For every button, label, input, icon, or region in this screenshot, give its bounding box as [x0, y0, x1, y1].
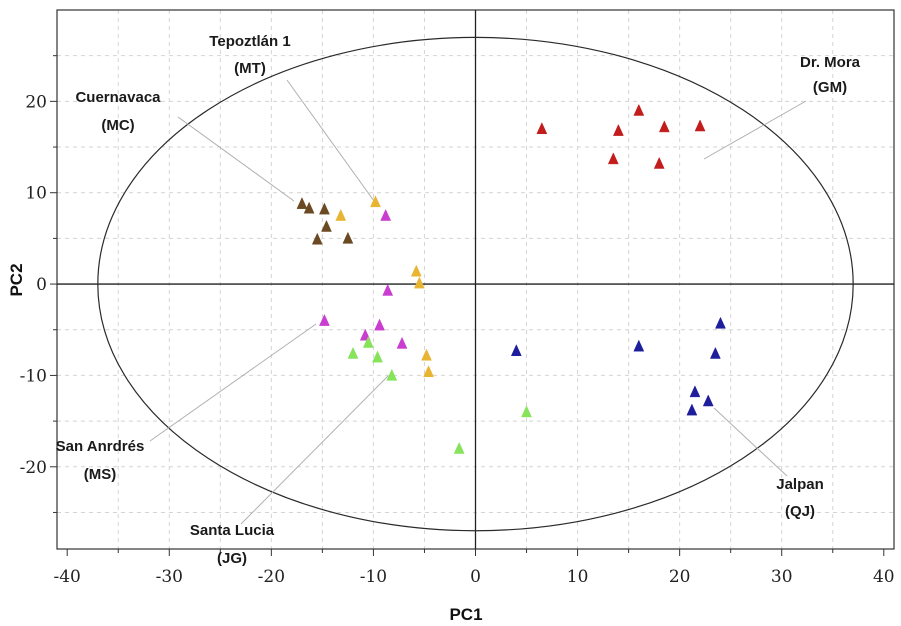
data-point-jg [386, 368, 398, 381]
group-label-mt-name: Tepoztlán 1 [209, 33, 290, 50]
group-label-mc-name: Cuernavaca [75, 89, 161, 106]
leader-line-jg [240, 375, 389, 525]
data-point-jg [347, 346, 359, 359]
zero-lines [57, 10, 894, 549]
data-point-gm [613, 123, 624, 136]
group-labels: Dr. Mora (GM) Cuernavaca (MC) Tepoztlán 1 (MT… [56, 33, 861, 567]
data-point-mt [335, 208, 347, 221]
group-label-mc-code: (MC) [101, 117, 134, 134]
data-point-mc [303, 201, 315, 214]
data-point-gm [536, 122, 548, 135]
label-leader-lines [149, 79, 807, 525]
leader-line-qj [713, 407, 788, 477]
y-tick-label: -20 [20, 458, 47, 478]
group-label-jg-code: (JG) [217, 550, 247, 567]
data-point-mc [296, 197, 308, 209]
x-tick-label: 20 [669, 567, 691, 587]
data-point-mc [342, 231, 354, 244]
data-point-qj [686, 403, 698, 416]
y-axis-title: PC2 [7, 263, 26, 296]
data-point-gm [694, 119, 706, 132]
data-point-mt [423, 365, 434, 378]
y-tick-label: -10 [20, 366, 47, 386]
data-point-qj [715, 316, 726, 329]
axis-ticks [50, 55, 885, 556]
data-point-gm [653, 156, 665, 169]
data-point-mt [421, 348, 432, 361]
x-axis-title: PC1 [449, 605, 482, 624]
group-label-ms-code: (MS) [84, 466, 117, 483]
leader-line-gm [703, 100, 807, 160]
leader-line-mc [177, 116, 295, 202]
y-tick-label: 20 [25, 92, 47, 112]
group-label-mt-code: (MT) [234, 60, 266, 77]
data-point-ms [396, 336, 408, 349]
y-tick-label: 0 [36, 275, 47, 295]
data-point-qj [510, 344, 522, 357]
data-point-mc [311, 232, 323, 245]
y-tick-labels: -20 -10 0 10 20 [20, 92, 47, 477]
data-point-jg [521, 405, 532, 418]
group-label-ms-name: San Anrdrés [56, 438, 145, 455]
data-point-gm [633, 103, 645, 116]
x-tick-label: 30 [771, 567, 793, 587]
data-point-ms [380, 208, 392, 221]
data-point-mc [321, 219, 332, 232]
data-point-qj [702, 394, 714, 407]
group-label-qj-name: Jalpan [776, 476, 824, 493]
x-tick-label: -40 [54, 567, 81, 587]
data-point-gm [607, 152, 619, 165]
data-point-jg [453, 441, 465, 454]
x-tick-label: -20 [258, 567, 285, 587]
data-point-mt [410, 264, 422, 277]
y-tick-label: 10 [25, 184, 47, 204]
leader-line-mt [286, 79, 375, 202]
data-point-jg [372, 350, 383, 363]
x-tick-labels: -40 -30 -20 -10 0 10 20 30 40 [54, 567, 895, 587]
x-tick-label: 10 [567, 567, 589, 587]
data-point-jg [362, 335, 374, 348]
x-tick-label: -10 [360, 567, 387, 587]
data-points [296, 103, 726, 454]
group-label-gm-name: Dr. Mora [800, 54, 861, 71]
data-point-qj [633, 339, 645, 352]
data-point-mt [413, 276, 425, 289]
group-label-jg-name: Santa Lucia [190, 522, 275, 539]
data-point-qj [689, 385, 701, 398]
data-point-ms [382, 283, 394, 296]
leader-line-ms [149, 323, 317, 442]
data-point-gm [658, 120, 670, 133]
group-label-gm-code: (GM) [813, 79, 847, 96]
data-point-ms [374, 318, 385, 331]
confidence-ellipse [97, 36, 854, 532]
x-tick-label: 40 [873, 567, 895, 587]
data-point-mc [319, 202, 330, 215]
data-point-mt [370, 195, 381, 208]
x-tick-label: 0 [470, 567, 481, 587]
x-tick-label: -30 [156, 567, 183, 587]
data-point-qj [709, 346, 721, 359]
data-point-ms [319, 314, 330, 326]
group-label-qj-code: (QJ) [785, 503, 815, 520]
